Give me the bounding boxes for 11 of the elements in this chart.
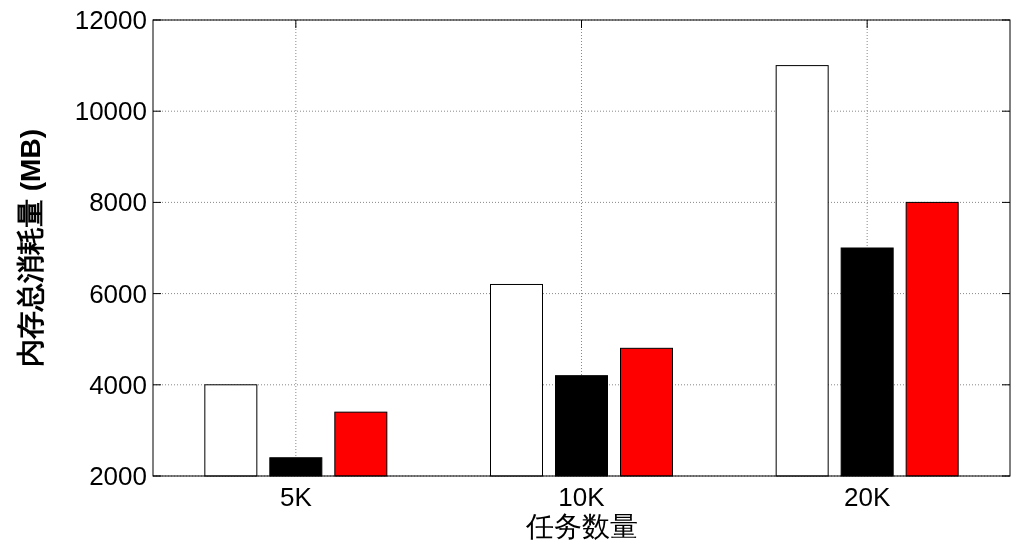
y-tick-label: 6000	[89, 278, 147, 309]
y-tick-label: 2000	[89, 461, 147, 491]
y-tick-label: 12000	[74, 5, 147, 35]
x-tick-label: 10K	[558, 482, 606, 512]
y-tick-label: 8000	[89, 187, 147, 218]
x-axis-title: 任务数量	[524, 511, 638, 542]
y-axis-title: 内存总消耗量 (MB)	[15, 129, 46, 367]
y-tick-label: 4000	[89, 369, 147, 400]
x-tick-label: 5K	[279, 482, 313, 512]
x-tick-label: 20K	[844, 482, 891, 512]
y-tick-label: 10000	[74, 96, 147, 127]
